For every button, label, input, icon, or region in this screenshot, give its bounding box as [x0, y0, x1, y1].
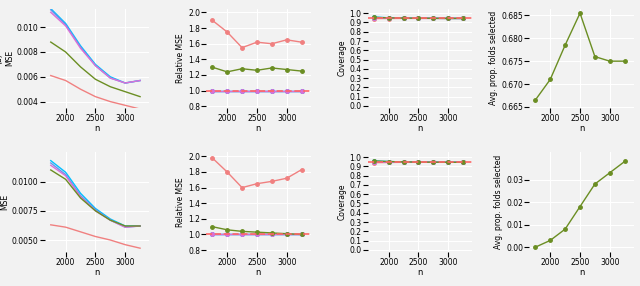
Y-axis label: Avg. prop. folds selected: Avg. prop. folds selected	[490, 11, 499, 105]
X-axis label: n: n	[579, 124, 584, 134]
X-axis label: n: n	[256, 268, 261, 277]
X-axis label: n: n	[94, 268, 100, 277]
Y-axis label: Relative MSE: Relative MSE	[176, 33, 186, 83]
Y-axis label: Avg. prop. folds selected: Avg. prop. folds selected	[494, 155, 503, 249]
X-axis label: n: n	[417, 124, 422, 134]
X-axis label: n: n	[94, 124, 100, 134]
X-axis label: n: n	[417, 268, 422, 277]
Y-axis label: Coverage: Coverage	[338, 40, 347, 76]
Y-axis label: (a)
MSE: (a) MSE	[0, 50, 14, 66]
Y-axis label: Coverage: Coverage	[338, 184, 347, 220]
X-axis label: n: n	[579, 268, 584, 277]
X-axis label: n: n	[256, 124, 261, 134]
Y-axis label: Relative MSE: Relative MSE	[176, 177, 186, 227]
Y-axis label: (b)
MSE: (b) MSE	[0, 194, 9, 210]
